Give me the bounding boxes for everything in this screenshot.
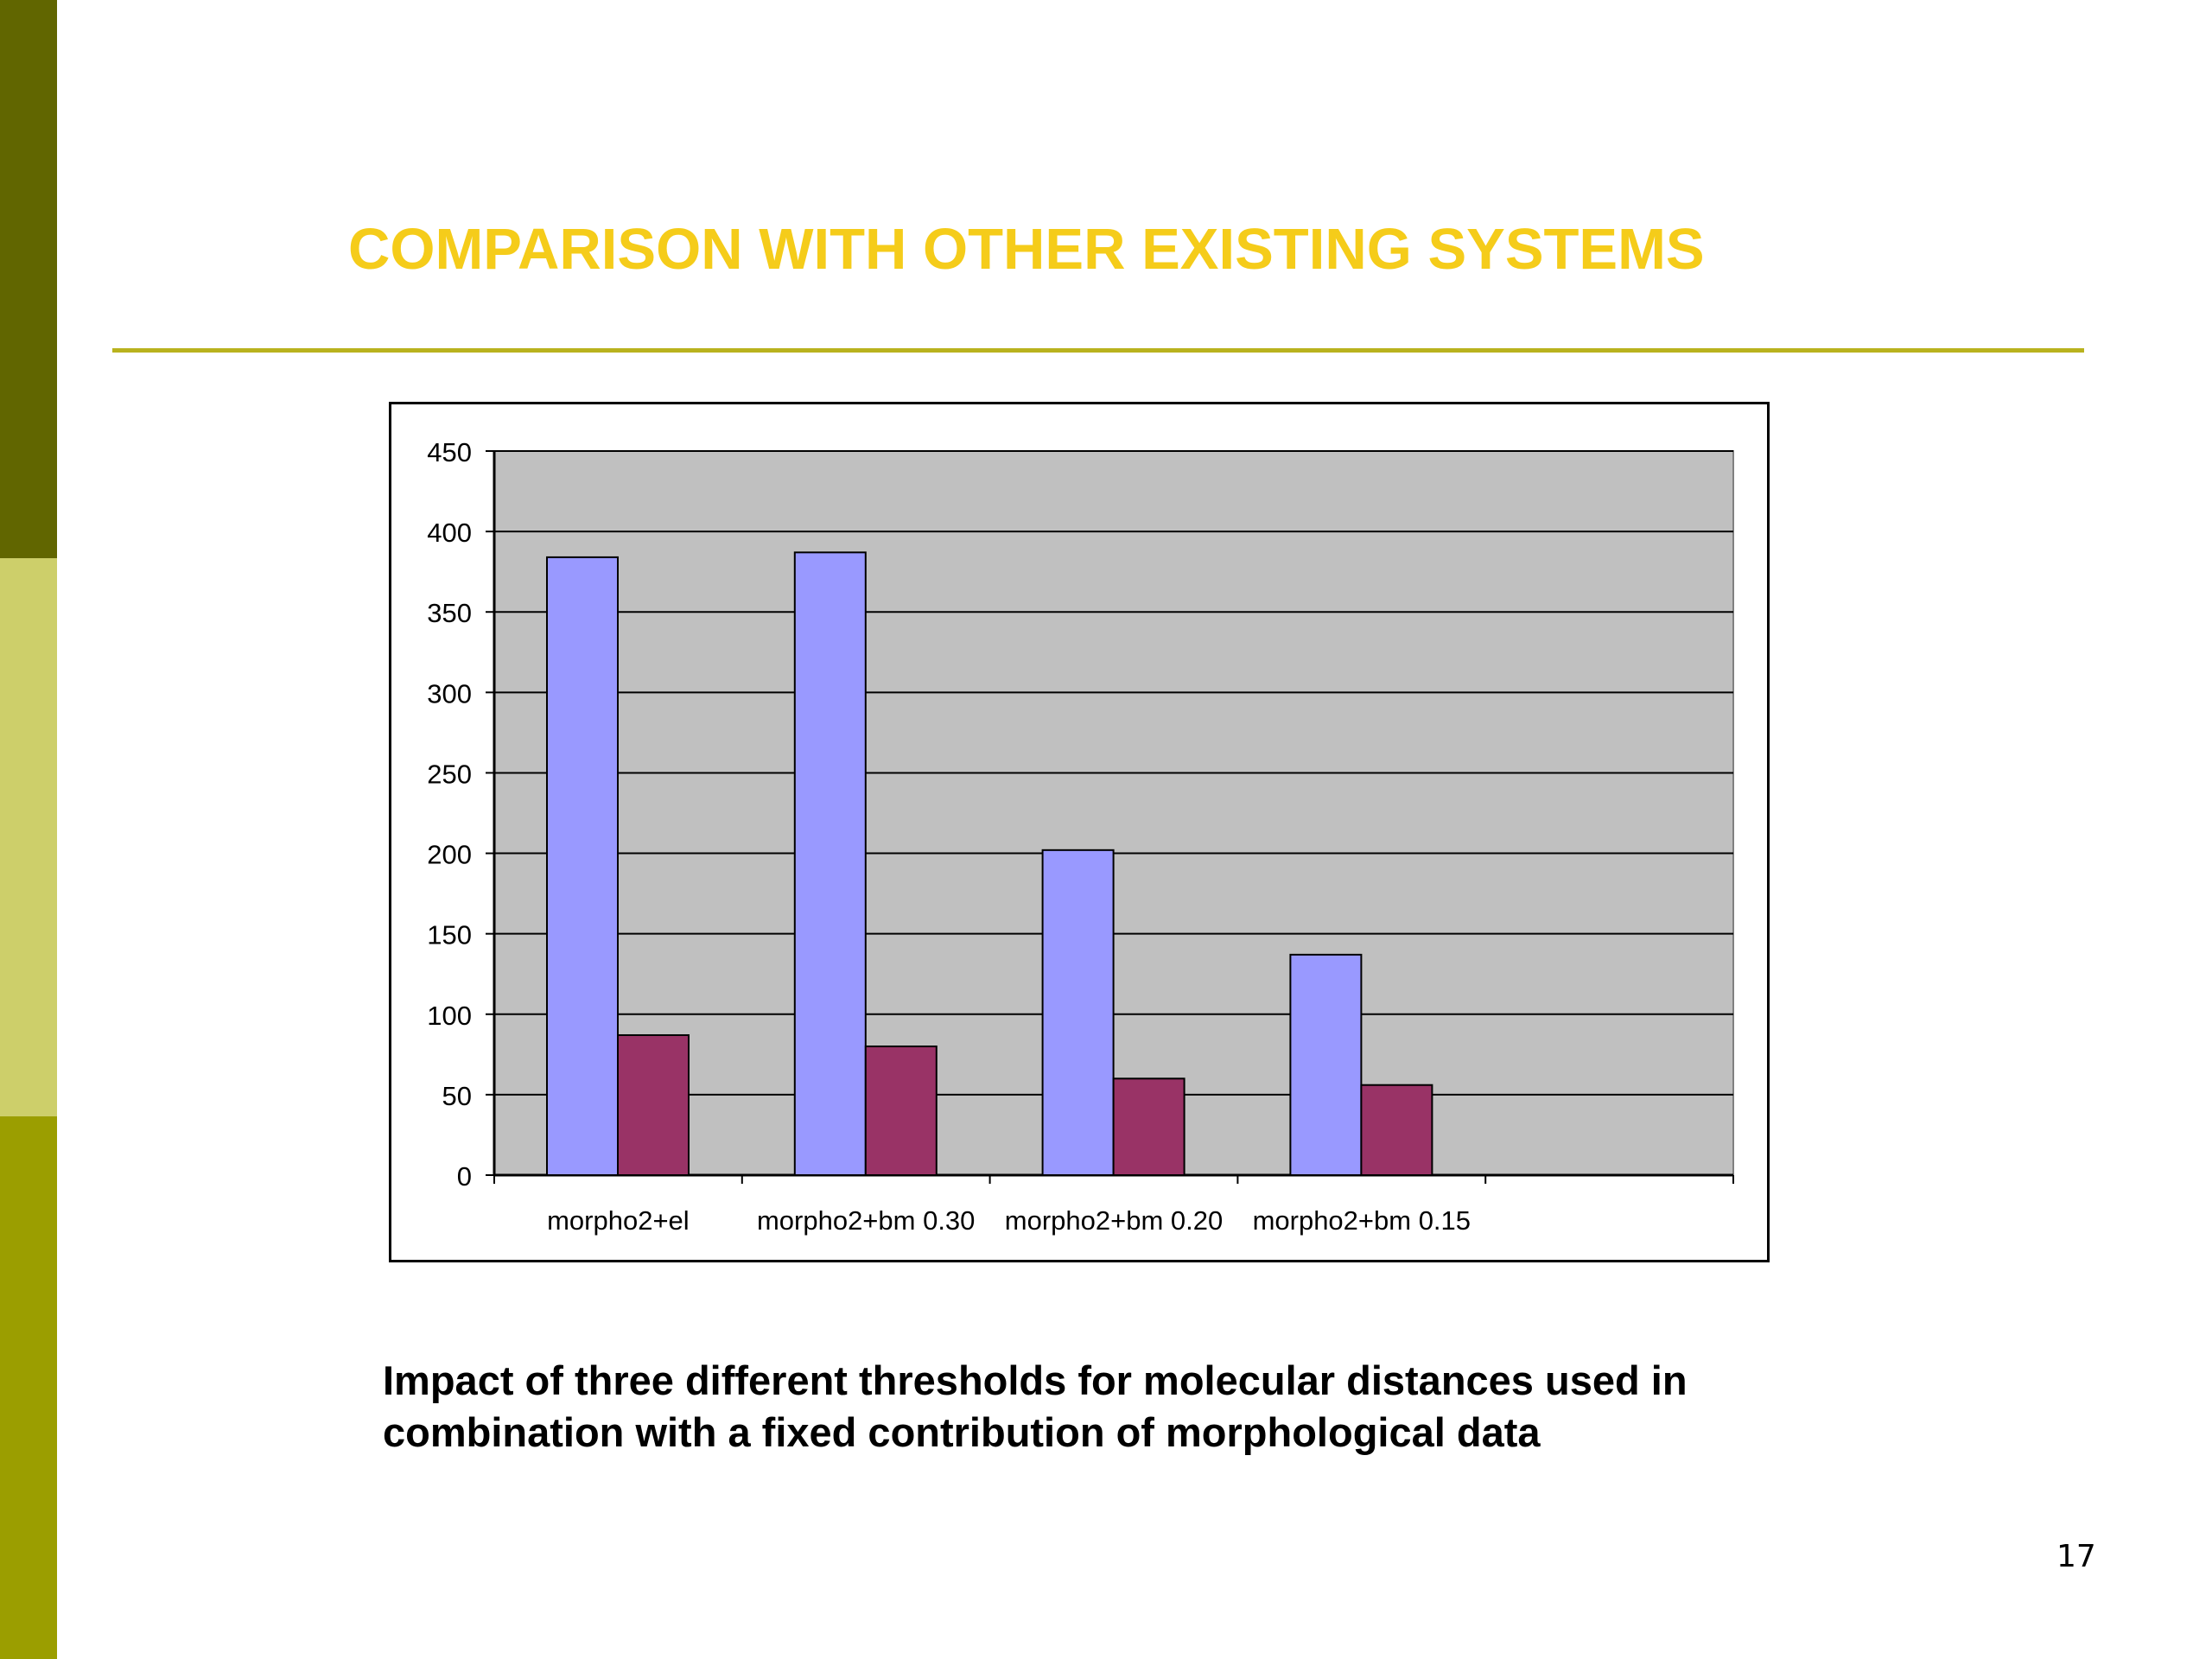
bar <box>1041 849 1115 1176</box>
bar-chart: 0 50 100 150 200 250 300 350 400 450 morpho2+el mor… <box>427 437 1734 1236</box>
slide-title: COMPARISON WITH OTHER EXISTING SYSTEMS <box>348 217 1705 282</box>
y-tick-label: 100 <box>427 1001 472 1031</box>
y-tick-label: 300 <box>427 678 472 709</box>
x-tick-label: morpho2+bm 0.15 <box>1253 1205 1471 1236</box>
caption-line-1: Impact of three different thresholds for… <box>383 1357 1688 1403</box>
sidebar-band-top <box>0 0 57 558</box>
bar <box>793 551 867 1176</box>
page-number: 17 <box>2056 1539 2096 1574</box>
y-tick-label: 250 <box>427 759 472 789</box>
bar <box>1112 1077 1185 1176</box>
bar <box>617 1033 690 1177</box>
y-tick-label: 0 <box>457 1161 472 1192</box>
sidebar-band-middle <box>0 558 57 1116</box>
bar <box>1289 953 1363 1176</box>
bar <box>864 1046 938 1176</box>
bar <box>546 556 619 1176</box>
title-divider <box>112 348 2084 353</box>
y-tick-label: 450 <box>427 437 472 467</box>
y-tick-label: 400 <box>427 518 472 548</box>
y-tick-label: 200 <box>427 840 472 870</box>
x-tick-label: morpho2+bm 0.20 <box>1005 1205 1223 1236</box>
y-tick-label: 50 <box>442 1081 472 1111</box>
sidebar-band-bottom <box>0 1116 57 1659</box>
chart-caption: Impact of three different thresholds for… <box>383 1355 1852 1459</box>
y-tick-label: 350 <box>427 598 472 628</box>
y-tick-label: 150 <box>427 920 472 950</box>
x-tick-label: morpho2+bm 0.30 <box>757 1205 975 1236</box>
bar <box>1360 1084 1433 1177</box>
x-tick-label: morpho2+el <box>547 1205 690 1236</box>
chart-frame: 0 50 100 150 200 250 300 350 400 450 morpho2+el mor… <box>389 402 1770 1262</box>
caption-line-2: combination with a fixed contribution of… <box>383 1409 1541 1455</box>
